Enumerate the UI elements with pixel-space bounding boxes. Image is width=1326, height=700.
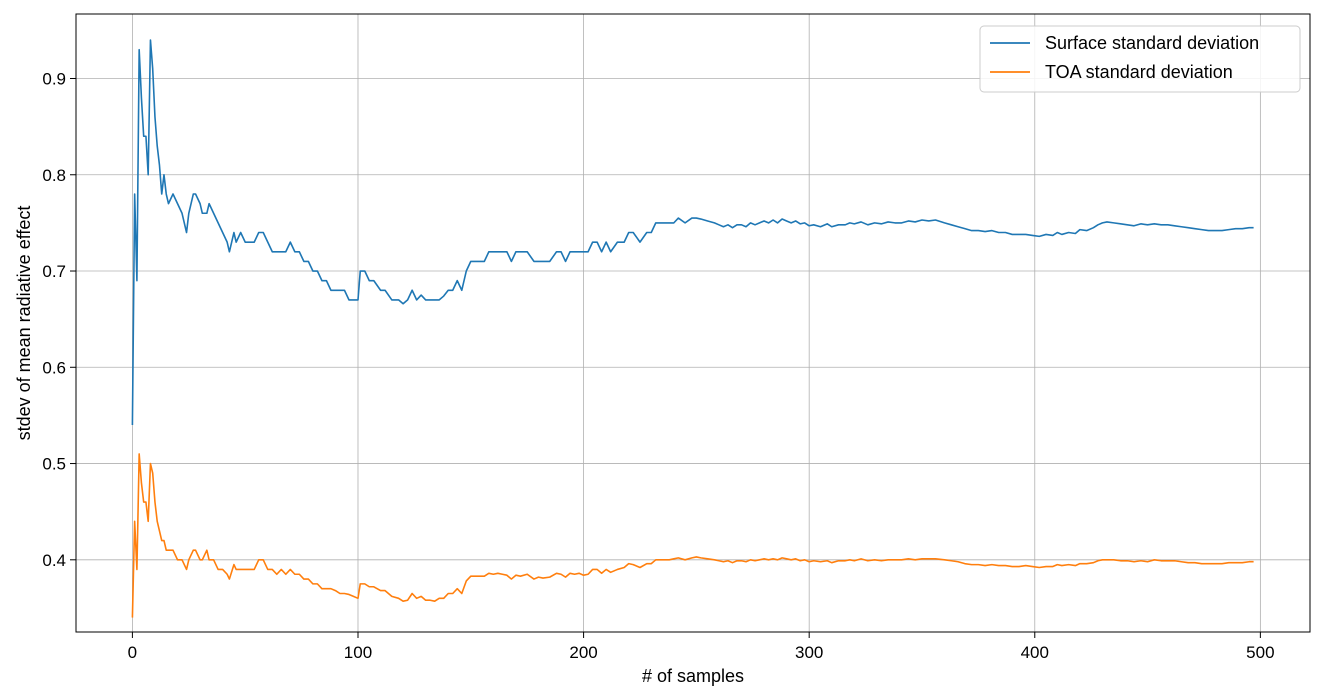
legend-label-surface: Surface standard deviation [1045, 33, 1259, 53]
y-tick-label: 0.9 [42, 69, 66, 88]
toa-std-line [131, 453, 1254, 618]
x-tick-label: 200 [569, 643, 597, 662]
y-tick-label: 0.4 [42, 551, 66, 570]
y-axis-ticks: 0.4 0.5 0.6 0.7 0.8 0.9 [42, 69, 76, 570]
x-axis-ticks: 0 100 200 300 400 500 [128, 632, 1275, 662]
grid [76, 14, 1310, 632]
legend-box [979, 25, 1301, 93]
y-tick-label: 0.7 [42, 262, 66, 281]
y-tick-label: 0.8 [42, 166, 66, 185]
surface-std-line [131, 39, 1254, 426]
legend: Surface standard deviation TOA standard … [979, 25, 1301, 93]
x-tick-label: 300 [795, 643, 823, 662]
legend-label-toa: TOA standard deviation [1045, 62, 1233, 82]
x-tick-label: 100 [344, 643, 372, 662]
y-axis-label: stdev of mean radiative effect [14, 206, 34, 441]
x-tick-label: 500 [1246, 643, 1274, 662]
y-tick-label: 0.5 [42, 455, 66, 474]
y-tick-label: 0.6 [42, 358, 66, 377]
x-tick-label: 400 [1021, 643, 1049, 662]
x-tick-label: 0 [128, 643, 137, 662]
x-axis-label: # of samples [642, 666, 744, 686]
plot-frame [75, 13, 1311, 633]
series-lines [131, 39, 1254, 618]
